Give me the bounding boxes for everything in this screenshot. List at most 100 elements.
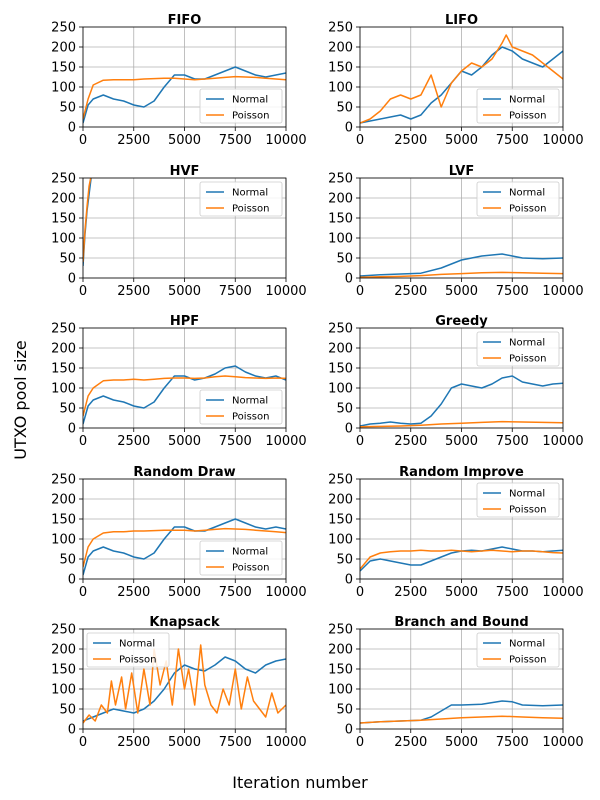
series-line-poisson [360, 34, 563, 124]
axes-frame [82, 628, 287, 730]
series-line-poisson [83, 644, 286, 724]
legend: Normal Poisson [199, 88, 283, 124]
series-line-poisson [360, 549, 563, 570]
legend-label-poisson: Poisson [232, 204, 269, 215]
x-tick-label: 7500 [496, 133, 529, 148]
legend-label-normal: Normal [509, 338, 545, 349]
y-tick-label: 200 [51, 643, 76, 658]
x-tick-label: 0 [356, 284, 364, 299]
legend-label-normal: Normal [509, 639, 545, 650]
subplot-title: HPF [170, 314, 199, 329]
y-tick-label: 100 [328, 382, 353, 397]
y-tick-label: 50 [336, 252, 353, 267]
y-tick-label: 150 [328, 513, 353, 528]
y-tick-label: 50 [336, 553, 353, 568]
legend-label-poisson: Poisson [509, 111, 546, 122]
x-tick-label: 2500 [394, 133, 427, 148]
x-tick-label: 7500 [496, 735, 529, 750]
subplot-7: 0 2500 5000 7500 10000 0 50 100 150 200 250 Random … [328, 465, 584, 600]
subplot-title: LIFO [445, 13, 478, 28]
legend: Normal Poisson [476, 632, 560, 668]
series-line-normal [83, 66, 286, 124]
y-tick-label: 250 [51, 322, 76, 337]
figure-ylabel: UTXO pool size [11, 340, 30, 459]
y-tick-label: 0 [68, 573, 76, 588]
x-tick-label: 5000 [445, 735, 478, 750]
series-line-poisson [360, 420, 563, 428]
series-line-poisson [360, 271, 563, 278]
x-tick-label: 5000 [168, 434, 201, 449]
y-tick-label: 50 [59, 553, 76, 568]
subplot-4: 0 2500 5000 7500 10000 0 50 100 150 200 250 HPF Norm… [51, 314, 307, 449]
subplot-title: LVF [449, 164, 474, 179]
y-tick-label: 0 [68, 422, 76, 437]
subplot-5: 0 2500 5000 7500 10000 0 50 100 150 200 250 Greedy N… [328, 314, 584, 449]
x-tick-label: 7500 [219, 585, 252, 600]
axes-frame [82, 327, 287, 429]
y-tick-label: 250 [51, 172, 76, 187]
legend: Normal Poisson [199, 389, 283, 425]
x-tick-label: 2500 [117, 284, 150, 299]
series-line-normal [83, 365, 286, 425]
subplot-title: Greedy [435, 314, 488, 329]
x-tick-label: 2500 [117, 434, 150, 449]
subplot-9: 0 2500 5000 7500 10000 0 50 100 150 200 250 Branch … [328, 615, 584, 750]
x-tick-label: 10000 [265, 284, 306, 299]
axes-frame [359, 177, 564, 279]
x-tick-label: 2500 [117, 585, 150, 600]
y-tick-label: 150 [328, 663, 353, 678]
subplot-title: HVF [170, 164, 200, 179]
legend-label-normal: Normal [232, 547, 268, 558]
legend-label-poisson: Poisson [232, 412, 269, 423]
axes-frame [359, 26, 564, 128]
x-tick-label: 5000 [445, 434, 478, 449]
y-tick-label: 200 [328, 643, 353, 658]
y-tick-label: 250 [328, 473, 353, 488]
axes-frame [82, 478, 287, 580]
y-tick-label: 150 [328, 212, 353, 227]
legend-label-poisson: Poisson [232, 111, 269, 122]
y-tick-label: 250 [328, 623, 353, 638]
y-tick-label: 100 [328, 683, 353, 698]
figure-xlabel: Iteration number [232, 773, 368, 792]
y-tick-label: 150 [51, 663, 76, 678]
y-tick-label: 0 [345, 723, 353, 738]
legend-label-poisson: Poisson [232, 563, 269, 574]
x-tick-label: 5000 [168, 284, 201, 299]
legend-label-normal: Normal [509, 188, 545, 199]
y-tick-label: 250 [51, 21, 76, 36]
axes-frame [359, 327, 564, 429]
legend-label-normal: Normal [232, 188, 268, 199]
x-tick-label: 7500 [496, 434, 529, 449]
y-tick-label: 50 [336, 402, 353, 417]
legend: Normal Poisson [476, 331, 560, 367]
x-tick-label: 2500 [394, 284, 427, 299]
y-tick-label: 200 [51, 342, 76, 357]
subplot-2: 0 2500 5000 7500 10000 0 50 100 150 200 250 HVF Norm… [51, 164, 307, 299]
subplot-title: Random Draw [133, 465, 235, 480]
x-tick-label: 7500 [219, 735, 252, 750]
y-tick-label: 150 [51, 362, 76, 377]
axes-frame [82, 26, 287, 128]
x-tick-label: 0 [79, 735, 87, 750]
y-tick-label: 150 [51, 513, 76, 528]
x-tick-label: 10000 [542, 434, 583, 449]
y-tick-label: 200 [51, 41, 76, 56]
x-tick-label: 10000 [542, 585, 583, 600]
y-tick-label: 150 [51, 212, 76, 227]
x-tick-label: 5000 [168, 735, 201, 750]
x-tick-label: 5000 [168, 585, 201, 600]
x-tick-label: 0 [356, 434, 364, 449]
x-tick-label: 0 [79, 284, 87, 299]
y-tick-label: 0 [68, 272, 76, 287]
y-tick-label: 200 [328, 41, 353, 56]
legend: Normal Poisson [199, 540, 283, 576]
y-tick-label: 250 [328, 172, 353, 187]
y-tick-label: 200 [51, 192, 76, 207]
x-tick-label: 0 [356, 735, 364, 750]
legend: Normal Poisson [476, 88, 560, 124]
legend: Normal Poisson [86, 632, 170, 668]
series-line-poisson [83, 527, 286, 568]
